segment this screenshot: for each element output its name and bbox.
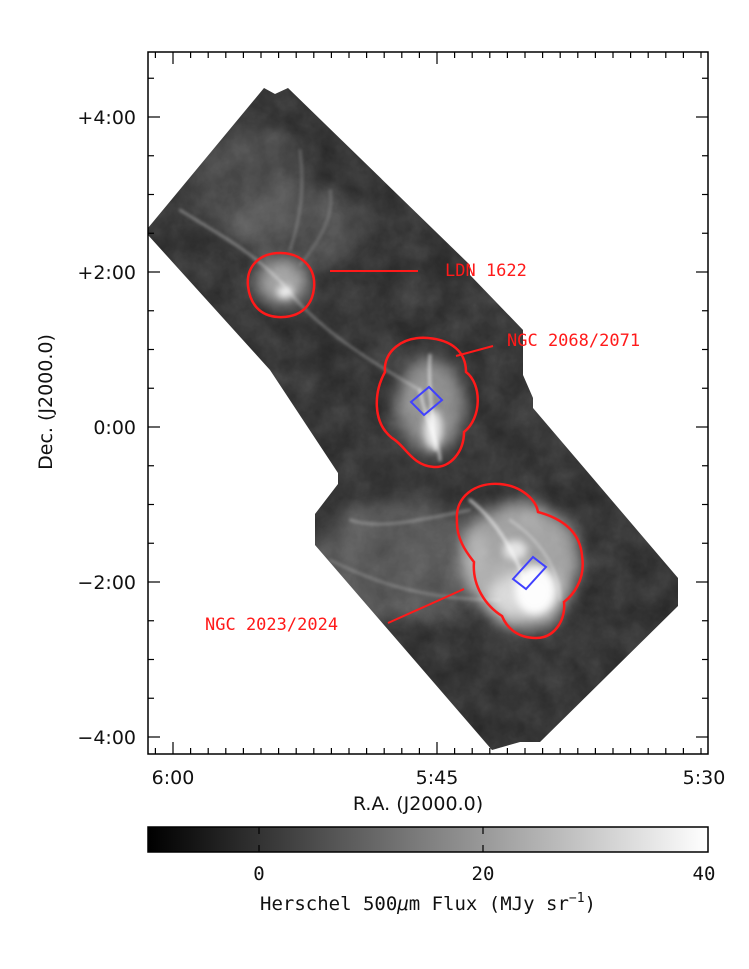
colorbar-tick-label: 40 xyxy=(693,863,716,885)
plot-frame xyxy=(147,51,709,755)
colorbar-tick-label: 0 xyxy=(253,863,264,885)
region-ldn1622 xyxy=(246,251,316,319)
x-tick-label: 6:00 xyxy=(152,767,195,789)
leader-lines xyxy=(330,270,494,624)
region-ngc2068 xyxy=(375,336,479,469)
leader-ngc2068 xyxy=(455,345,494,357)
x-tick-label: 5:30 xyxy=(683,767,726,789)
y-axis-title: Dec. (J2000.0) xyxy=(35,334,57,470)
region-outlines xyxy=(246,251,584,640)
blue-box-south xyxy=(511,555,548,591)
blue-box-north xyxy=(409,385,444,417)
label-ngc2068: NGC 2068/2071 xyxy=(507,331,640,351)
label-ngc2023: NGC 2023/2024 xyxy=(205,615,338,635)
x-tick-label: 5:45 xyxy=(416,767,459,789)
label-ldn1622: LDN 1622 xyxy=(445,261,527,281)
colorbar-tick-labels: 0 20 40 xyxy=(253,863,715,885)
colorbar-label: Herschel 500μm Flux (MJy sr−1) xyxy=(260,891,596,915)
y-tick-label: −2:00 xyxy=(77,572,136,594)
colorbar-ticks xyxy=(258,827,484,852)
y-tick-label: −4:00 xyxy=(77,727,136,749)
flux-map xyxy=(148,88,678,750)
colorbar xyxy=(147,826,709,853)
x-axis-title: R.A. (J2000.0) xyxy=(353,793,483,815)
y-tick-label: +4:00 xyxy=(77,107,136,129)
colorbar-tick-label: 20 xyxy=(472,863,495,885)
leader-ngc2023 xyxy=(387,588,465,624)
axis-ticks xyxy=(148,52,708,754)
x-tick-labels: 6:00 5:45 5:30 xyxy=(152,767,726,789)
y-tick-label: 0:00 xyxy=(93,417,136,439)
blue-boxes xyxy=(409,385,548,591)
y-tick-labels: +4:00 +2:00 0:00 −2:00 −4:00 xyxy=(77,107,136,749)
region-ngc2023 xyxy=(455,482,584,640)
y-tick-label: +2:00 xyxy=(77,262,136,284)
